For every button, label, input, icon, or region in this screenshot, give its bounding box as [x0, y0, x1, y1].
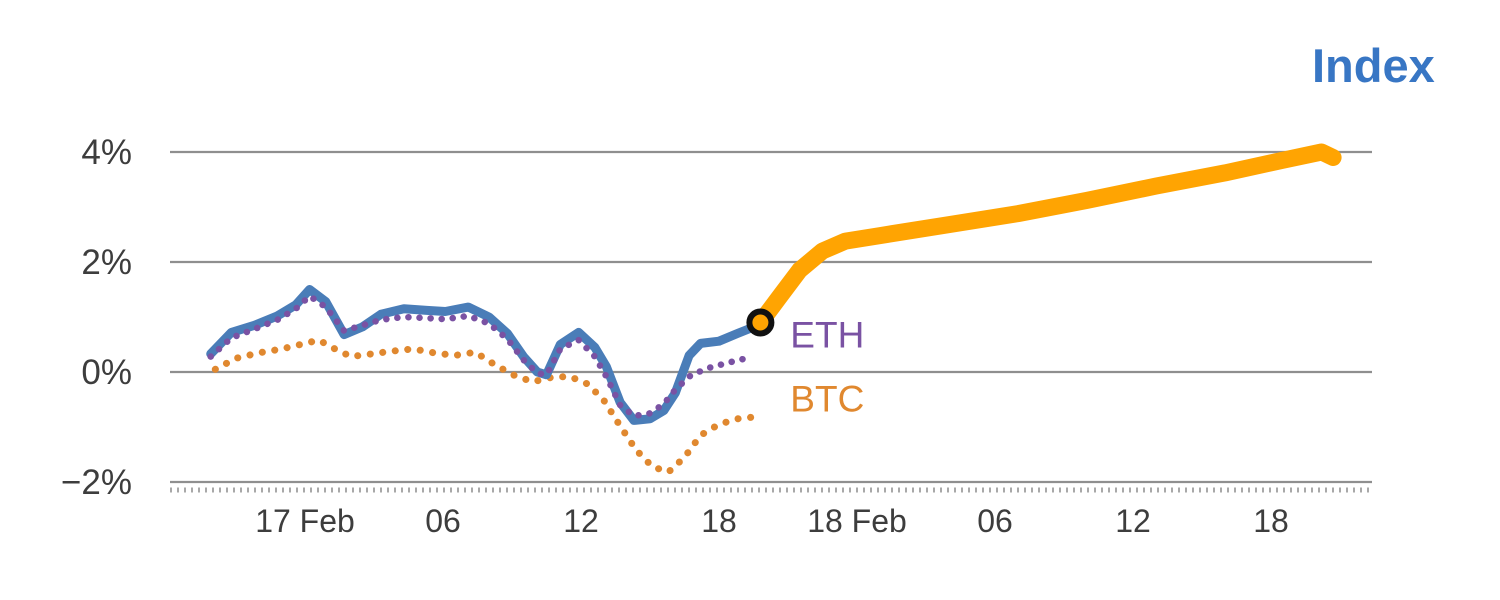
x-axis-label: 12	[1115, 503, 1151, 539]
chart-title: Index	[1312, 39, 1435, 92]
x-axis-label: 18	[701, 503, 737, 539]
x-axis-label: 06	[425, 503, 461, 539]
y-axis-label: 4%	[81, 133, 132, 172]
x-axis-label: 06	[977, 503, 1013, 539]
y-axis-label: 0%	[81, 353, 132, 392]
series-btc	[211, 336, 757, 476]
x-axis-label: 18 Feb	[807, 503, 907, 539]
y-axis-label: 2%	[81, 243, 132, 282]
series-label-btc: BTC	[790, 379, 864, 420]
x-axis-label: 12	[563, 503, 599, 539]
series-eth	[207, 292, 755, 420]
forecast-start-marker[interactable]	[746, 308, 775, 337]
series-index-history	[206, 285, 765, 425]
series-index-forecast	[751, 143, 1342, 331]
y-axis-label: −2%	[61, 463, 132, 502]
series-label-eth: ETH	[790, 314, 864, 355]
x-axis-label: 17 Feb	[255, 503, 355, 539]
x-axis-label: 18	[1253, 503, 1289, 539]
